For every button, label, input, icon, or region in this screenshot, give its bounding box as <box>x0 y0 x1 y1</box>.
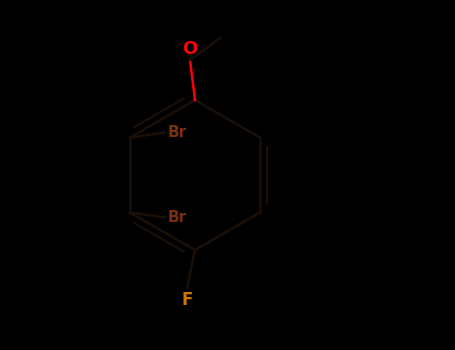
Text: Br: Br <box>168 210 187 225</box>
Text: Br: Br <box>168 125 187 140</box>
Text: F: F <box>181 291 192 309</box>
Text: O: O <box>182 40 197 58</box>
